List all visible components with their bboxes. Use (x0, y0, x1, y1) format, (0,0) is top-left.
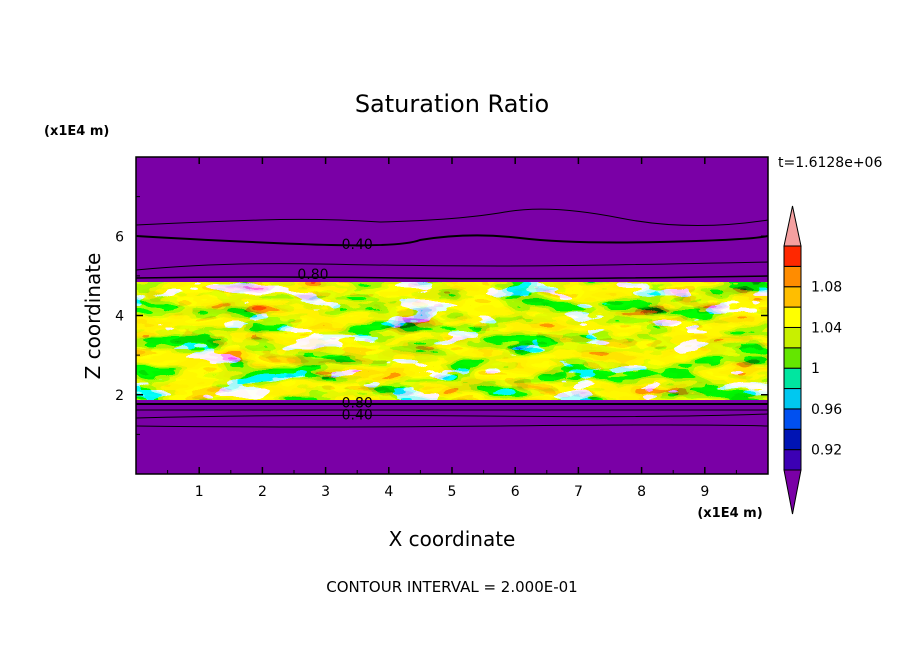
colorbar-swatch (783, 408, 802, 430)
y-axis: 2 4 6 (115, 196, 768, 435)
y-unit-label: (x1E4 m) (44, 124, 109, 139)
x-tick-label: 5 (448, 484, 457, 500)
contour-line (136, 234, 768, 247)
y-tick-label: 4 (115, 309, 124, 325)
colorbar-swatch (783, 428, 802, 451)
colorbar-swatch (783, 326, 802, 349)
colorbar-label: 0.92 (811, 443, 842, 459)
colorbar-swatch (783, 449, 802, 471)
colorbar-top-arrow (783, 205, 802, 247)
x-tick-label: 9 (700, 484, 709, 500)
contour-line (136, 261, 768, 271)
colorbar-label: 1 (811, 361, 820, 377)
contour-label: 0.40 (342, 408, 373, 424)
x-tick-label: 7 (574, 484, 583, 500)
contour-line (136, 208, 768, 227)
colorbar-label: 1.04 (811, 320, 842, 336)
moist-layer (136, 282, 768, 400)
contour-interval-note: CONTOUR INTERVAL = 2.000E-01 (326, 578, 577, 596)
contour-labels: 0.400.800.800.40 (297, 237, 372, 423)
contour-label: 0.80 (342, 396, 373, 412)
colorbar-swatch (783, 367, 802, 390)
x-unit-label: (x1E4 m) (697, 506, 762, 521)
contour-line (136, 424, 768, 428)
colorbar-label: 1.08 (811, 280, 842, 296)
contour-label: 0.40 (342, 237, 373, 253)
colorbar-swatch (783, 265, 802, 288)
y-tick-label: 6 (115, 229, 124, 245)
y-tick-label: 2 (115, 388, 124, 404)
chart-title: Saturation Ratio (355, 90, 549, 118)
x-tick-label: 2 (258, 484, 267, 500)
contour-label: 0.80 (297, 267, 328, 283)
contour-line (136, 413, 768, 419)
x-tick-label: 6 (511, 484, 520, 500)
x-tick-label: 1 (195, 484, 204, 500)
x-tick-label: 4 (384, 484, 393, 500)
colorbar-swatch (783, 286, 802, 308)
y-axis-title: Z coordinate (81, 253, 105, 380)
colorbar-swatch (783, 347, 802, 369)
colorbar: 1.08 1.04 1 0.96 0.92 (783, 205, 842, 515)
x-tick-label: 8 (637, 484, 646, 500)
colorbar-swatch (783, 306, 802, 328)
colorbar-label: 0.96 (811, 402, 842, 418)
plot-field (136, 157, 768, 474)
colorbar-swatch (783, 245, 802, 267)
colorbar-swatch (783, 388, 802, 410)
x-axis-title: X coordinate (389, 527, 516, 551)
time-label: t=1.6128e+06 (778, 155, 882, 171)
contour-line (136, 275, 768, 280)
x-tick-label: 3 (321, 484, 330, 500)
colorbar-bottom-arrow (783, 469, 802, 515)
x-axis: 1 2 3 4 5 6 7 8 9 (167, 157, 737, 500)
